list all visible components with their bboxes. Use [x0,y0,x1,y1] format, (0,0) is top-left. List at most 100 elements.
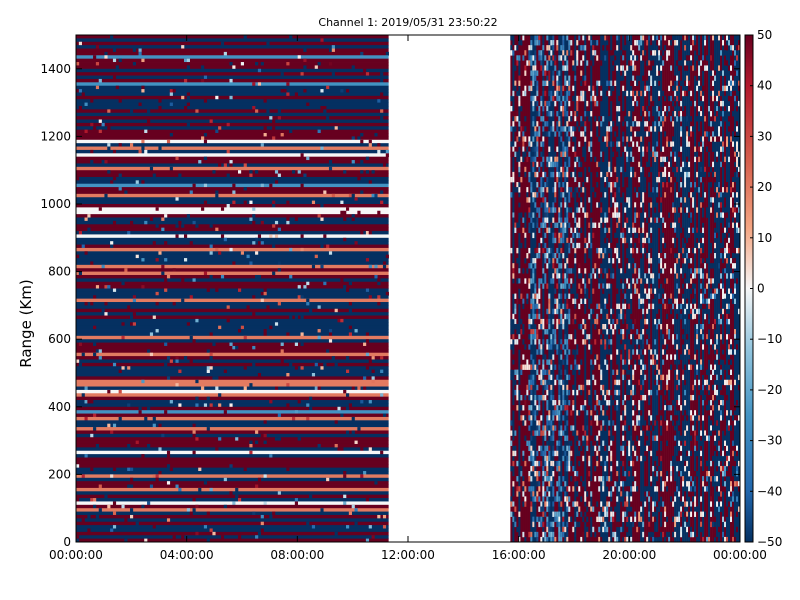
heatmap-cell [676,415,679,421]
heatmap-cell [724,440,727,446]
heatmap-cell [648,526,651,533]
heatmap-cell [632,445,635,452]
heatmap-cell [604,323,607,330]
heatmap-cell [738,222,741,228]
heatmap-cell [732,85,735,92]
heatmap-cell [184,78,188,83]
heatmap-cell [736,55,739,61]
heatmap-cell [558,460,561,467]
heatmap-cell [626,491,629,497]
heatmap-cell [528,278,531,284]
heatmap-cell [538,430,541,436]
heatmap-cell [580,121,583,127]
heatmap-cell [84,386,88,391]
heatmap-cell [558,273,561,279]
heatmap-cell [712,293,715,299]
heatmap-cell [710,364,713,370]
heatmap-cell [714,445,717,452]
heatmap-cell [588,111,591,117]
heatmap-cell [650,258,653,264]
heatmap-cell [300,295,304,300]
heatmap-cell [684,364,687,370]
heatmap-cell [590,242,593,249]
heatmap-cell [528,247,531,254]
heatmap-cell [147,119,151,124]
heatmap-cell [550,339,553,345]
heatmap-cell [540,141,543,147]
heatmap-cell [722,425,725,431]
heatmap-cell [656,486,659,492]
heatmap-cell [710,400,713,406]
heatmap-cell [620,329,623,335]
heatmap-cell [604,303,607,310]
heatmap-cell [614,531,617,538]
heatmap-cell [678,440,681,446]
heatmap-cell [346,406,350,411]
heatmap-cell [101,122,105,127]
heatmap-cell [560,45,563,51]
heatmap-cell [184,58,188,63]
heatmap-cell [590,161,593,168]
heatmap-cell [730,136,733,142]
heatmap-cell [616,400,619,406]
heatmap-cell [104,160,108,164]
heatmap-cell [540,95,543,102]
heatmap-cell [576,40,579,46]
heatmap-cell [676,400,679,406]
heatmap-cell [676,516,679,523]
heatmap-cell [684,283,687,289]
heatmap-cell [714,136,717,142]
heatmap-cell [536,476,539,482]
heatmap-column [652,35,655,542]
heatmap-cell [132,298,136,303]
heatmap-cell [522,329,525,335]
heatmap-cell [618,486,621,492]
heatmap-cell [616,536,619,543]
heatmap-cell [255,440,259,445]
heatmap-cell [638,212,641,218]
heatmap-cell [654,126,657,132]
heatmap-band [76,528,389,533]
heatmap-cell [608,400,611,406]
heatmap-cell [598,526,601,533]
heatmap-cell [534,263,537,269]
heatmap-cell [694,471,697,477]
heatmap-cell [532,379,535,386]
heatmap-cell [516,278,519,284]
heatmap-cell [556,156,559,163]
heatmap-cell [530,374,533,381]
heatmap-cell [676,273,679,279]
heatmap-cell [588,35,591,41]
heatmap-cell [218,393,222,398]
heatmap-cell [686,415,689,421]
heatmap-cell [594,445,597,452]
heatmap-cell [590,481,593,487]
heatmap-cell [678,400,681,406]
heatmap-cell [646,237,649,244]
heatmap-cell [528,141,531,147]
heatmap-cell [562,105,565,112]
heatmap-cell [112,525,117,529]
heatmap-cell [622,65,625,71]
heatmap-cell [734,207,737,213]
heatmap-cell [640,253,643,259]
heatmap-cell [658,374,661,381]
heatmap-cell [668,171,671,178]
heatmap-cell [580,131,583,137]
heatmap-cell [626,121,629,127]
heatmap-cell [584,40,587,46]
heatmap-cell [562,359,565,365]
heatmap-cell [534,55,537,61]
heatmap-cell [702,237,705,244]
heatmap-cell [566,187,569,193]
heatmap-band [76,102,389,107]
heatmap-cell [590,111,593,117]
heatmap-cell [178,220,182,225]
heatmap-cell [564,460,567,467]
heatmap-cell [300,366,304,371]
heatmap-band [76,359,389,364]
heatmap-cell [728,344,731,350]
heatmap-cell [331,72,335,76]
heatmap-cell [556,516,559,523]
heatmap-cell [584,247,587,254]
